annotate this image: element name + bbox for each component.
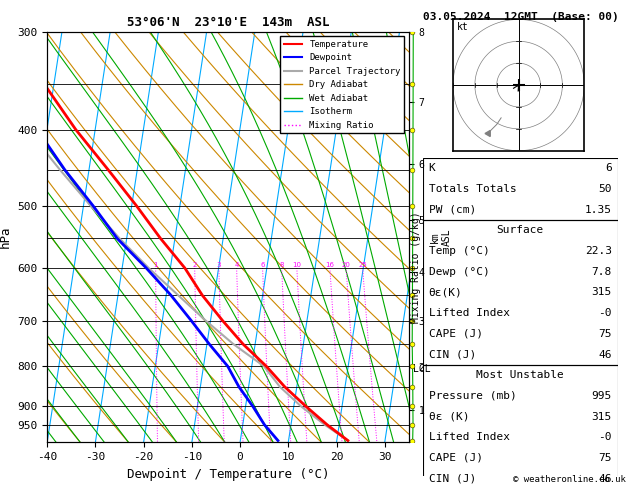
Text: CIN (J): CIN (J) [428,349,476,360]
Text: Most Unstable: Most Unstable [476,370,564,380]
Text: Totals Totals: Totals Totals [428,184,516,194]
Text: kt: kt [457,22,469,33]
Text: 4: 4 [235,262,239,268]
Text: 75: 75 [598,453,612,463]
Text: 22.3: 22.3 [585,246,612,256]
Text: 8: 8 [279,262,284,268]
Text: 1.35: 1.35 [585,205,612,215]
Text: 03.05.2024  12GMT  (Base: 00): 03.05.2024 12GMT (Base: 00) [423,12,618,22]
Text: CIN (J): CIN (J) [428,474,476,484]
Text: K: K [428,163,435,174]
Text: CAPE (J): CAPE (J) [428,453,482,463]
Text: 46: 46 [598,349,612,360]
Y-axis label: km
ASL: km ASL [430,228,452,246]
Text: Surface: Surface [496,226,544,235]
Text: 1: 1 [153,262,158,268]
Text: 46: 46 [598,474,612,484]
Text: Mixing Ratio (g/kg): Mixing Ratio (g/kg) [411,211,421,323]
Text: 25: 25 [359,262,367,268]
Text: Dewp (°C): Dewp (°C) [428,267,489,277]
Text: CAPE (J): CAPE (J) [428,329,482,339]
Legend: Temperature, Dewpoint, Parcel Trajectory, Dry Adiabat, Wet Adiabat, Isotherm, Mi: Temperature, Dewpoint, Parcel Trajectory… [281,36,404,134]
Text: 6: 6 [605,163,612,174]
Bar [423,158,618,220]
Text: Temp (°C): Temp (°C) [428,246,489,256]
X-axis label: Dewpoint / Temperature (°C): Dewpoint / Temperature (°C) [127,468,329,481]
Bar [423,365,618,486]
Text: Lifted Index: Lifted Index [428,432,509,442]
Text: 7.8: 7.8 [592,267,612,277]
Text: LCL: LCL [413,364,431,374]
Y-axis label: hPa: hPa [0,226,12,248]
Text: 20: 20 [342,262,350,268]
Text: Pressure (mb): Pressure (mb) [428,391,516,401]
Text: -0: -0 [598,308,612,318]
Title: 53°06'N  23°10'E  143m  ASL: 53°06'N 23°10'E 143m ASL [127,16,329,29]
Text: 315: 315 [592,287,612,297]
Text: Lifted Index: Lifted Index [428,308,509,318]
Text: 16: 16 [325,262,335,268]
Text: θε(K): θε(K) [428,287,462,297]
Text: 75: 75 [598,329,612,339]
Text: 315: 315 [592,412,612,421]
Text: 50: 50 [598,184,612,194]
Text: θε (K): θε (K) [428,412,469,421]
Text: 995: 995 [592,391,612,401]
Text: 6: 6 [260,262,265,268]
Text: -0: -0 [598,432,612,442]
Text: 2: 2 [192,262,197,268]
Bar [423,220,618,365]
Text: 3: 3 [216,262,221,268]
Text: © weatheronline.co.uk: © weatheronline.co.uk [513,474,626,484]
Text: 10: 10 [292,262,301,268]
Text: PW (cm): PW (cm) [428,205,476,215]
